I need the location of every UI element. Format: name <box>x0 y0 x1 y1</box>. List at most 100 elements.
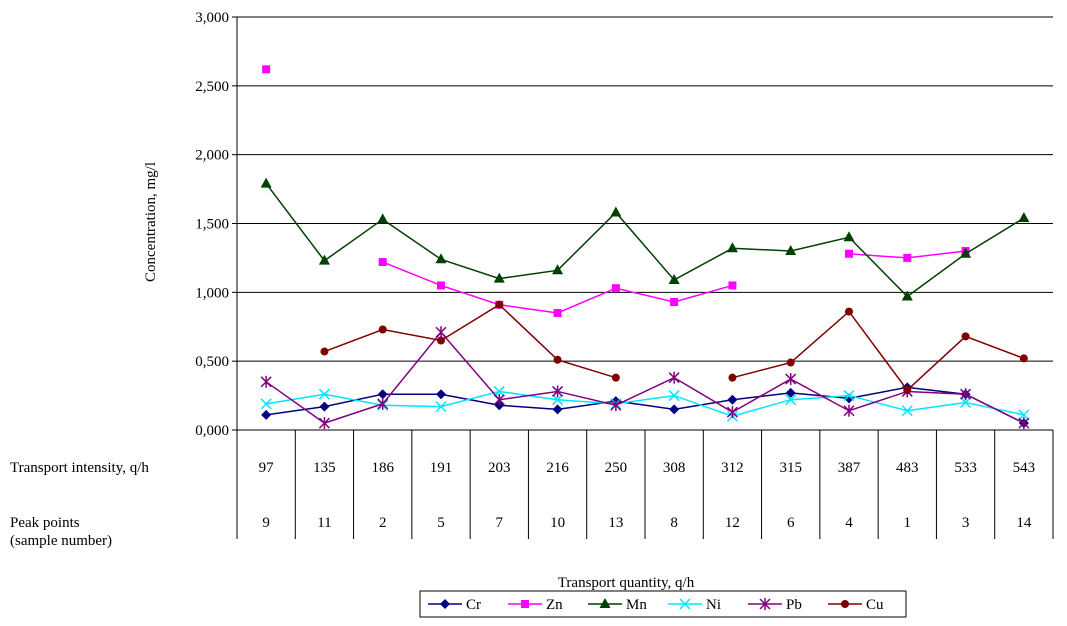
legend-item-cu: Cu <box>828 597 884 613</box>
table-cell: 14 <box>1016 515 1032 531</box>
series-line <box>265 183 1025 298</box>
legend-marker <box>679 598 691 610</box>
data-point <box>1018 417 1030 430</box>
data-point <box>960 396 972 408</box>
data-point <box>668 273 680 284</box>
series-line <box>266 390 1025 418</box>
data-point <box>726 242 738 253</box>
legend-marker <box>599 598 611 608</box>
legend-box <box>419 590 907 618</box>
data-point <box>843 390 855 402</box>
y-axis-ticks: 0,000 0,500 1,000 1,500 2,000 2,500 3,000 <box>195 10 237 439</box>
series-zn <box>262 65 970 317</box>
legend-item-zn: Zn <box>508 597 563 613</box>
data-point <box>378 258 387 267</box>
data-point <box>1018 409 1030 421</box>
data-point <box>435 401 447 413</box>
table-cell: 9 <box>262 515 270 531</box>
data-point <box>1019 354 1028 363</box>
data-point <box>260 375 272 388</box>
legend-marker <box>841 600 849 608</box>
data-point <box>785 373 797 386</box>
data-point <box>670 297 679 306</box>
table-cell: 4 <box>845 515 853 531</box>
legend-label: Cu <box>866 597 884 613</box>
table-cell: 387 <box>838 460 861 476</box>
data-point <box>318 417 330 430</box>
legend-label: Cr <box>466 597 481 613</box>
data-point <box>785 245 797 256</box>
table-cell: 12 <box>725 515 740 531</box>
data-point <box>552 264 564 275</box>
data-point <box>493 393 505 406</box>
table-cell: 1 <box>904 515 912 531</box>
data-point <box>318 254 330 265</box>
data-point <box>437 281 445 290</box>
series-line <box>265 331 1025 424</box>
data-point <box>262 65 271 74</box>
series-line <box>732 310 1025 392</box>
data-point <box>320 347 329 356</box>
table-cell: 2 <box>379 515 387 531</box>
data-point <box>611 373 620 382</box>
data-point <box>901 405 913 417</box>
table-row-label: Peak points (sample number) <box>10 515 112 549</box>
y-tick-label: 1,500 <box>195 217 229 233</box>
table-cell: 312 <box>721 460 744 476</box>
data-point <box>319 401 330 412</box>
table-cell: 308 <box>663 460 686 476</box>
table-cell: 135 <box>313 460 336 476</box>
data-point <box>436 389 446 400</box>
data-point <box>727 394 738 405</box>
data-point <box>785 394 797 406</box>
legend-marker <box>521 600 529 608</box>
data-point <box>378 325 387 334</box>
legend-label: Pb <box>786 597 802 613</box>
series-pb <box>260 326 1030 430</box>
data-point <box>961 332 970 341</box>
data-point <box>903 253 912 262</box>
data-point <box>610 206 622 217</box>
data-point <box>843 231 855 242</box>
data-point <box>437 336 445 345</box>
legend-marker <box>440 599 450 609</box>
data-point <box>668 371 680 384</box>
data-point <box>726 406 738 419</box>
y-tick-label: 0,500 <box>195 354 229 370</box>
table-cell: 3 <box>962 515 970 531</box>
table-cell: 315 <box>779 460 802 476</box>
legend-item-ni: Ni <box>668 597 721 613</box>
legend-label: Mn <box>626 597 647 613</box>
grid-lines <box>237 16 1053 362</box>
data-point <box>785 387 796 398</box>
data-point <box>377 213 389 224</box>
legend-item-cr: Cr <box>428 597 481 613</box>
table-cell: 7 <box>496 515 504 531</box>
table-cell: 97 <box>259 460 275 476</box>
y-axis-label: Concentration, mg/l <box>143 162 159 282</box>
legend-item-mn: Mn <box>588 597 647 613</box>
table-cell: 543 <box>1013 460 1036 476</box>
data-point <box>1018 211 1030 222</box>
data-point <box>493 272 505 283</box>
table-cell: 13 <box>608 515 623 531</box>
data-point <box>845 249 853 258</box>
data-point <box>435 253 447 264</box>
series-line <box>266 386 1025 424</box>
x-axis-label: Transport quantity, q/h <box>558 575 695 591</box>
table-cell: 10 <box>550 515 565 531</box>
data-point <box>377 397 389 410</box>
data-point <box>669 404 680 415</box>
data-point <box>901 290 913 301</box>
series-cu <box>320 300 1028 395</box>
data-point <box>786 358 795 367</box>
series-line <box>324 303 617 379</box>
data-point <box>261 409 272 420</box>
table-cell: 483 <box>896 460 919 476</box>
series-mn <box>260 177 1030 301</box>
table-cell: 6 <box>787 515 795 531</box>
table-cell: 203 <box>488 460 511 476</box>
legend-label: Ni <box>706 597 721 613</box>
table-cell: 216 <box>546 460 569 476</box>
